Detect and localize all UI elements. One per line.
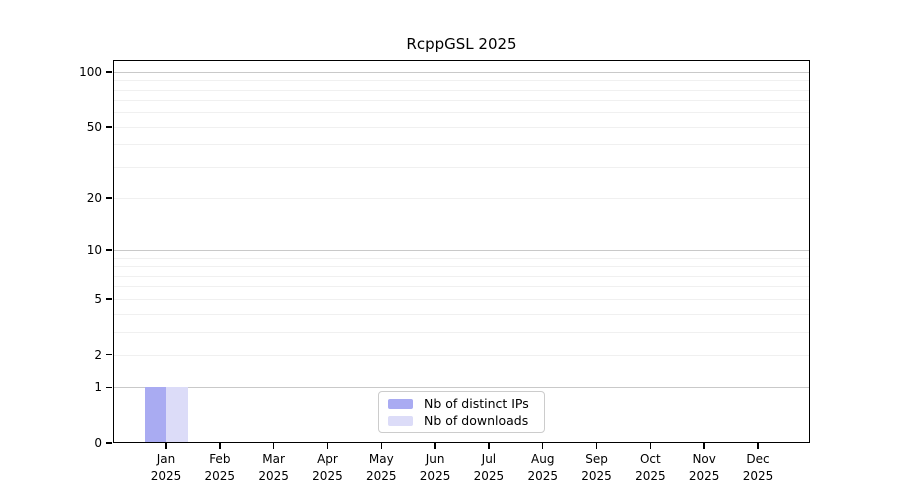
legend-label: Nb of distinct IPs xyxy=(424,396,529,411)
x-tick-oct xyxy=(649,443,652,449)
x-tick-label-jul: Jul 2025 xyxy=(473,452,505,483)
y-tick-20 xyxy=(106,197,112,199)
y-tick-5 xyxy=(106,298,112,300)
x-tick-nov xyxy=(703,443,705,449)
gridline-9 xyxy=(113,257,810,259)
chart-title: RcppGSL 2025 xyxy=(406,35,517,53)
bars-layer xyxy=(113,60,810,443)
y-tick-label-50: 50 xyxy=(86,119,102,134)
x-tick-label-may: May 2025 xyxy=(365,452,397,483)
y-tick-50 xyxy=(106,126,112,128)
x-tick-aug xyxy=(541,443,544,449)
legend-swatch-icon xyxy=(388,415,413,426)
x-tick-label-feb: Feb 2025 xyxy=(204,452,236,483)
gridline-1 xyxy=(113,387,810,389)
x-tick-jul xyxy=(488,443,490,449)
x-tick-may xyxy=(380,443,383,449)
gridline-70 xyxy=(113,100,810,102)
gridline-4 xyxy=(113,313,810,315)
legend-label: Nb of downloads xyxy=(424,413,529,428)
gridline-6 xyxy=(113,286,810,288)
gridline-60 xyxy=(113,112,810,114)
y-tick-label-2: 2 xyxy=(94,347,102,362)
y-tick-10 xyxy=(106,249,112,251)
x-tick-jan xyxy=(165,443,167,449)
gridline-8 xyxy=(113,266,810,268)
gridline-90 xyxy=(113,80,810,82)
x-tick-label-apr: Apr 2025 xyxy=(312,452,343,483)
gridline-3 xyxy=(113,331,810,333)
y-tick-2 xyxy=(106,353,112,356)
y-tick-label-5: 5 xyxy=(94,291,102,306)
gridline-50 xyxy=(113,126,810,128)
y-tick-label-0: 0 xyxy=(94,436,102,450)
gridline-5 xyxy=(113,298,810,300)
y-tick-label-10: 10 xyxy=(86,243,102,258)
y-tick-1 xyxy=(106,386,112,388)
legend: Nb of distinct IPs Nb of downloads xyxy=(378,391,545,433)
bar-nb-of-distinct-ips-jan xyxy=(144,387,166,443)
y-tick-100 xyxy=(106,71,112,73)
x-tick-label-aug: Aug 2025 xyxy=(527,452,558,483)
x-tick-label-jun: Jun 2025 xyxy=(419,452,451,483)
gridline-100 xyxy=(113,71,810,73)
gridline-7 xyxy=(113,275,810,277)
y-tick-label-20: 20 xyxy=(86,191,102,206)
gridline-10 xyxy=(113,250,810,252)
x-tick-label-dec: Dec 2025 xyxy=(742,452,774,483)
plot-area xyxy=(113,60,810,443)
x-tick-apr xyxy=(326,443,329,449)
x-tick-label-nov: Nov 2025 xyxy=(688,452,720,483)
y-tick-label-1: 1 xyxy=(94,380,102,395)
x-tick-sep xyxy=(595,443,598,449)
gridline-20 xyxy=(113,198,810,200)
x-tick-dec xyxy=(757,443,759,449)
gridline-30 xyxy=(113,166,810,168)
x-tick-label-jan: Jan 2025 xyxy=(150,452,182,483)
bar-nb-of-downloads-jan xyxy=(166,387,188,443)
x-tick-label-oct: Oct 2025 xyxy=(635,452,666,483)
gridline-2 xyxy=(113,354,810,356)
x-tick-jun xyxy=(434,443,436,449)
legend-swatch-icon xyxy=(388,398,413,409)
x-tick-feb xyxy=(219,443,221,449)
gridline-40 xyxy=(113,144,810,146)
x-tick-mar xyxy=(272,443,275,449)
y-tick-0 xyxy=(106,442,112,444)
x-tick-label-mar: Mar 2025 xyxy=(258,452,289,483)
legend-item: Nb of distinct IPs xyxy=(379,395,544,412)
y-tick-label-100: 100 xyxy=(79,64,102,79)
gridline-80 xyxy=(113,89,810,91)
legend-item: Nb of downloads xyxy=(379,412,544,429)
gridlines-layer xyxy=(113,60,810,443)
x-tick-label-sep: Sep 2025 xyxy=(581,452,612,483)
